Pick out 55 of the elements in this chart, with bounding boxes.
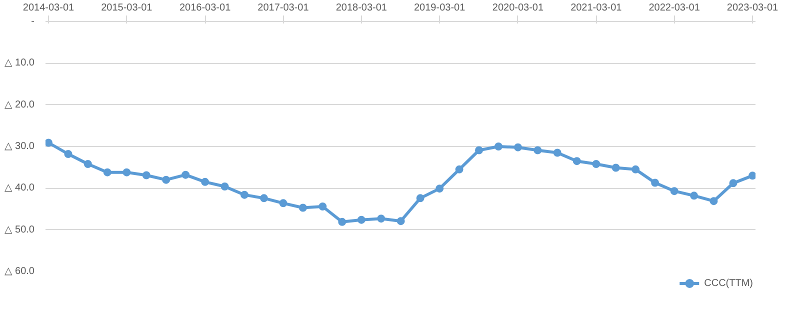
point [748,172,756,180]
point [396,217,405,226]
point [710,197,718,206]
point [182,170,190,179]
x-tick-label: 2022-03-01 [648,2,700,14]
point [46,138,52,147]
y-tick-label: △ 60.0 [4,266,35,277]
point [84,160,92,168]
point [436,184,444,193]
y-tick-label: △ 10.0 [4,58,35,69]
point [455,165,464,174]
point [260,194,268,202]
y-tick-label: △ 40.0 [4,182,35,194]
x-tick-label: 2021-03-01 [570,2,622,14]
point [416,194,424,202]
point [142,171,150,180]
point [690,192,698,200]
y-tick-label: - [31,16,35,27]
y-tick-label: △ 30.0 [4,141,35,152]
point [201,178,210,186]
point [240,190,248,199]
point [298,204,307,212]
point [357,216,366,224]
x-tick-label: 2016-03-01 [179,2,232,14]
point [651,178,660,187]
point [122,168,131,176]
point [572,157,581,166]
x-tick-label: 2015-03-01 [101,2,153,14]
x-tick-label: 2019-03-01 [414,2,466,14]
point [729,179,738,188]
x-tick-label: 2020-03-01 [492,2,544,14]
point [514,143,522,152]
point [632,165,640,174]
y-tick-label: △ 50.0 [4,224,35,236]
point [220,182,229,190]
point [553,148,562,157]
point [592,160,600,168]
x-tick-label: 2017-03-01 [258,2,310,14]
point [279,199,288,208]
point [534,146,542,154]
x-tick-label: 2018-03-01 [336,2,388,14]
point [103,168,112,176]
point [162,176,170,184]
legend-label: CCC(TTM) [704,278,753,288]
x-tick-label: 2023-03-01 [726,2,779,14]
point [338,218,346,226]
point [64,150,72,158]
y-tick-label: △ 20.0 [4,99,35,110]
point [318,202,327,210]
point [670,187,678,196]
point [612,164,620,172]
point [494,142,502,150]
x-tick-label: 2014-03-01 [22,2,75,14]
point [474,146,483,154]
point [377,214,386,223]
